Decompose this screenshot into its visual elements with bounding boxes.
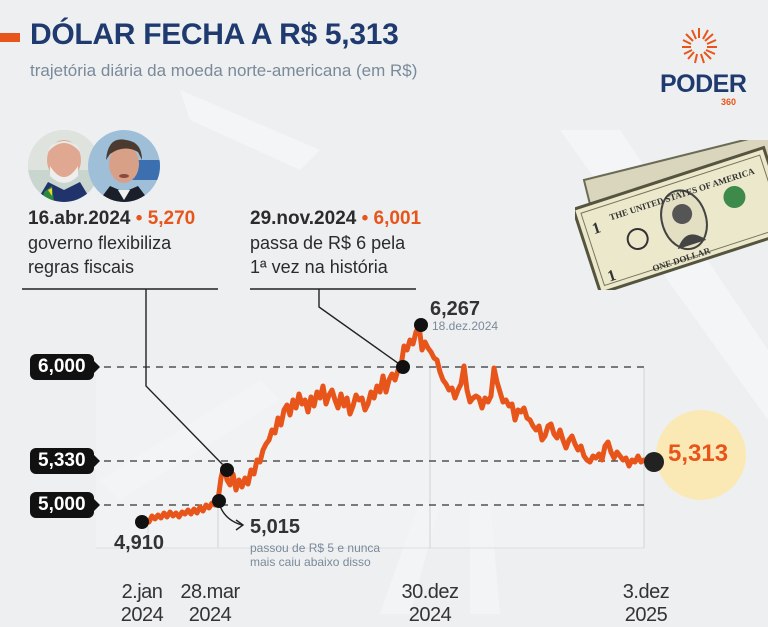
peak-date-label: 18.dez.2024: [432, 319, 499, 333]
ref-label-5000: 5,000: [30, 492, 100, 518]
point-peak: [414, 318, 428, 332]
x-label-3dez: 3.dez 2025: [622, 581, 670, 626]
title-accent-bar: [0, 33, 20, 42]
annotation-text-line1: governo flexibiliza: [28, 233, 172, 253]
annotation-date: 16.abr.2024: [28, 208, 131, 229]
cross5-note-line1: passou de R$ 5 e nunca: [250, 541, 381, 555]
point-final: [644, 452, 664, 472]
final-value-highlight: [656, 410, 746, 500]
peak-value-label: 6,267: [430, 298, 481, 320]
annotation-text-line2: regras fiscais: [28, 257, 135, 277]
point-fiscal-rules: [220, 463, 234, 477]
logo-subtext: 360: [721, 97, 737, 107]
point-cross-5: [212, 494, 226, 508]
annotation-fiscal-rules: 16.abr.2024 • 5,270 governo flexibiliza …: [28, 206, 195, 279]
start-value-label: 4,910: [114, 532, 165, 554]
point-passes-6: [396, 360, 410, 374]
dollar-bills-image: THE UNITED STATES OF AMERICA ONE DOLLAR …: [575, 140, 768, 290]
annotation-separator: •: [130, 208, 148, 229]
page-subtitle: trajetória diária da moeda norte-america…: [30, 61, 418, 80]
annotation-separator: •: [356, 208, 374, 229]
x-label-30dez: 30.dez 2024: [401, 581, 459, 626]
x-label-28mar: 28.mar 2024: [180, 581, 240, 626]
cross5-value-label: 5,015: [250, 516, 301, 538]
page-title: DÓLAR FECHA A R$ 5,313: [30, 18, 399, 51]
annotation-date: 29.nov.2024: [250, 208, 357, 229]
point-start: [135, 515, 149, 529]
ref-label-6000: 6,000: [30, 354, 100, 380]
final-value-label: 5,313: [668, 440, 729, 467]
sunburst-icon: [682, 28, 717, 64]
line-chart: [22, 288, 653, 549]
annotation-value: 6,001: [373, 208, 422, 229]
cross5-note-line2: mais caiu abaixo disso: [250, 555, 371, 569]
avatar-haddad: [88, 130, 160, 202]
x-label-2jan: 2.jan 2024: [120, 581, 164, 626]
annotation-passes-6: 29.nov.2024 • 6,001 passa de R$ 6 pela 1…: [250, 206, 421, 279]
logo-wordmark: PODER: [660, 70, 747, 98]
annotation-text-line1: passa de R$ 6 pela: [250, 233, 406, 253]
ref-label-5330: 5,330: [30, 448, 100, 474]
annotation-text-line2: 1ª vez na história: [250, 257, 388, 277]
annotation-value: 5,270: [147, 208, 196, 229]
